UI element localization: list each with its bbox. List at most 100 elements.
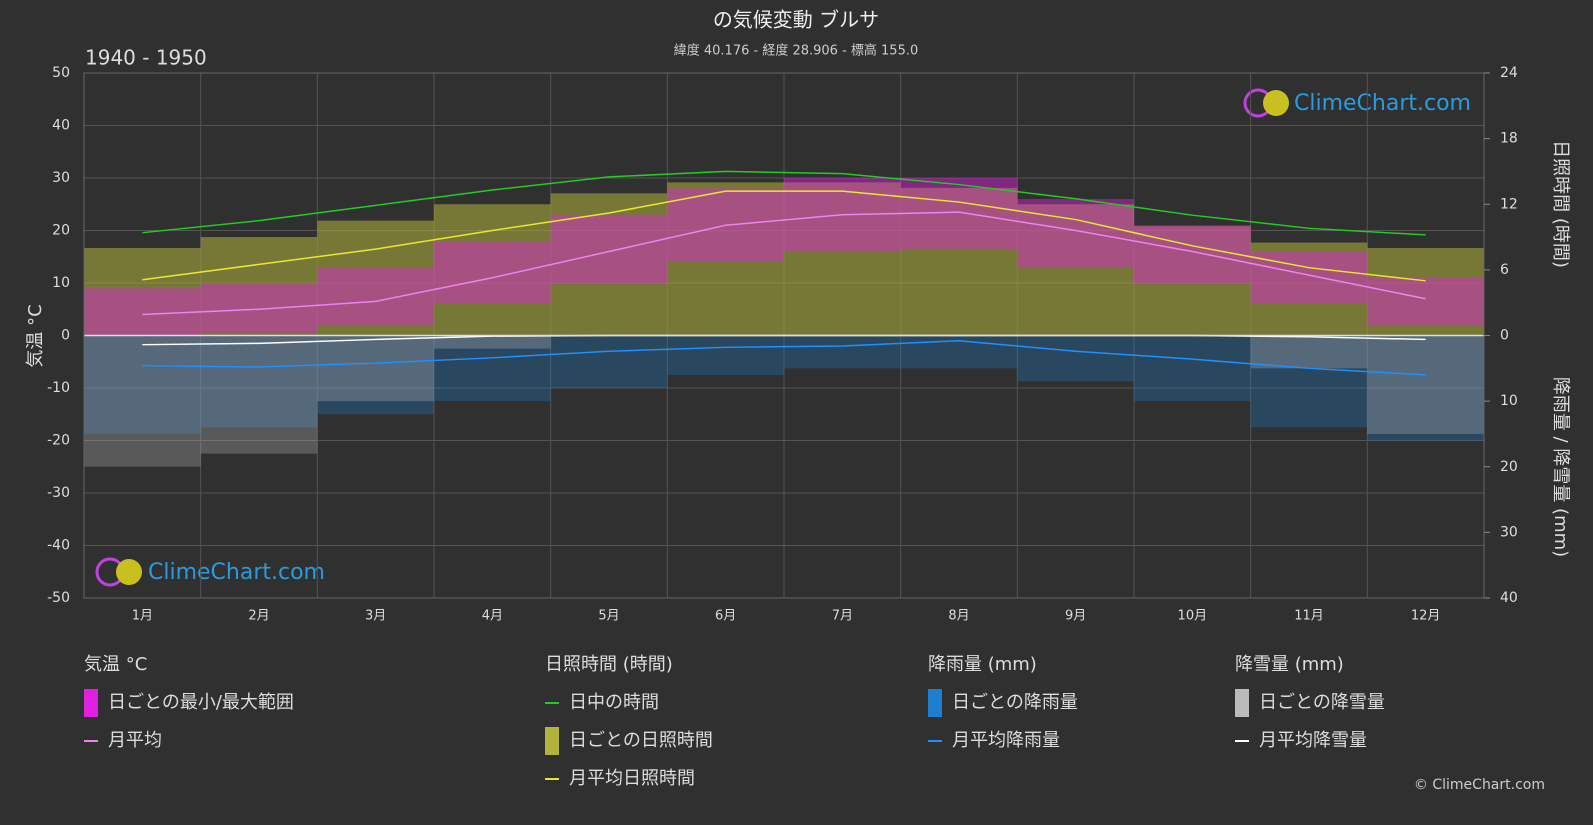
- daily-bar: [1017, 335, 1134, 382]
- y3-tick-label: 30: [1500, 524, 1518, 540]
- watermark: ClimeChart.com: [148, 560, 325, 585]
- series-line: [142, 170, 1426, 236]
- legend-title: 気温 °C: [84, 654, 147, 675]
- logo-bottom: ClimeChart.com: [95, 557, 325, 587]
- legend-label: 日ごとの降雨量: [952, 692, 1078, 713]
- y-tick-label: 50: [52, 65, 70, 81]
- legend-label: 月平均降雨量: [952, 730, 1060, 751]
- daily-bar: [200, 335, 318, 454]
- legend-label: 日ごとの降雪量: [1259, 692, 1385, 713]
- daily-bar: [434, 204, 551, 336]
- y-tick-label: 30: [52, 170, 70, 186]
- temp-range: [1134, 225, 1251, 283]
- daily-bar: [434, 335, 551, 349]
- daily-bar: [84, 248, 201, 336]
- y2-tick-label: 6: [1500, 262, 1509, 278]
- legend-label: 月平均日照時間: [569, 768, 695, 789]
- daily-bar: [1367, 248, 1484, 336]
- legend-label: 日ごとの日照時間: [569, 730, 713, 751]
- x-tick-label: 5月: [598, 609, 619, 624]
- x-tick-label: 11月: [1294, 609, 1324, 624]
- legend-title: 降雨量 (mm): [928, 654, 1037, 675]
- temp-range: [1367, 277, 1484, 325]
- y-tick-label: 0: [61, 328, 70, 344]
- daily-bar: [784, 182, 901, 336]
- y-tick-label: 20: [52, 223, 70, 239]
- temp-range: [200, 283, 318, 333]
- daily-bar: [84, 335, 201, 434]
- daily-bar: [317, 335, 434, 402]
- x-tick-label: 6月: [715, 609, 736, 624]
- legend-swatch: [545, 727, 559, 755]
- daily-bar: [200, 237, 318, 336]
- y-tick-label: 10: [52, 275, 70, 291]
- logo-top: ClimeChart.com: [1243, 88, 1471, 118]
- y3-tick-label: 10: [1500, 393, 1518, 409]
- daily-bar: [667, 182, 784, 336]
- y-tick-label: -10: [47, 380, 70, 396]
- daily-bar: [200, 335, 318, 428]
- x-tick-label: 12月: [1411, 609, 1441, 624]
- temp-range: [1017, 199, 1134, 268]
- daily-bar: [667, 335, 784, 375]
- temp-range: [550, 214, 668, 283]
- x-tick-label: 1月: [132, 609, 153, 624]
- temp-range: [317, 267, 434, 325]
- daily-bar: [1017, 204, 1134, 336]
- series-line: [142, 211, 1426, 316]
- temp-range: [434, 241, 551, 304]
- y-tick-label: -30: [47, 485, 70, 501]
- legend-title: 降雪量 (mm): [1235, 654, 1344, 675]
- y2-tick-label: 0: [1500, 328, 1509, 344]
- legend-title: 日照時間 (時間): [545, 654, 673, 675]
- daily-bar: [784, 335, 901, 369]
- temp-range: [84, 288, 201, 336]
- period: 1940 - 1950: [85, 46, 207, 70]
- daily-bar: [1250, 335, 1368, 369]
- y-tick-label: 40: [52, 118, 70, 134]
- daily-bar: [1134, 335, 1251, 402]
- legend-label: 日ごとの最小/最大範囲: [108, 692, 294, 713]
- y-tick-label: -20: [47, 433, 70, 449]
- y3-tick-label: 20: [1500, 459, 1518, 475]
- daily-bar: [434, 335, 551, 402]
- x-tick-label: 3月: [365, 609, 386, 624]
- y-axis-label: 気温 °C: [25, 304, 46, 367]
- y2-tick-label: 18: [1500, 131, 1518, 147]
- daily-bar: [550, 335, 668, 388]
- y2-axis-label: 日照時間 (時間): [1550, 140, 1571, 268]
- legend-swatch: [1235, 689, 1249, 717]
- daily-bar: [317, 220, 434, 336]
- copyright: © ClimeChart.com: [1414, 777, 1545, 793]
- y-tick-label: -40: [47, 538, 70, 554]
- watermark: ClimeChart.com: [1294, 91, 1471, 116]
- daily-bar: [84, 335, 201, 467]
- x-tick-label: 7月: [832, 609, 853, 624]
- y-tick-label: -50: [47, 590, 70, 606]
- legend-label: 月平均降雪量: [1259, 730, 1367, 751]
- legend-label: 日中の時間: [569, 692, 659, 713]
- x-tick-label: 2月: [248, 609, 269, 624]
- y3-tick-label: 40: [1500, 590, 1518, 606]
- daily-bar: [550, 193, 668, 336]
- series-line: [142, 339, 1426, 376]
- chart-subtitle: 緯度 40.176 - 経度 28.906 - 標高 155.0: [674, 43, 919, 59]
- legend-label: 月平均: [108, 730, 162, 751]
- daily-bar: [1367, 335, 1484, 434]
- plot-area: [83, 72, 1485, 599]
- daily-bar: [1367, 335, 1484, 441]
- x-tick-label: 10月: [1178, 609, 1208, 624]
- y2-tick-label: 12: [1500, 196, 1518, 212]
- chart-title: の気候変動 ブルサ: [713, 8, 879, 32]
- x-tick-label: 4月: [482, 609, 503, 624]
- daily-bar: [1250, 242, 1368, 336]
- y3-axis-label: 降雨量 / 降雪量 (mm): [1550, 377, 1571, 557]
- daily-bar: [1250, 335, 1368, 428]
- series-line: [142, 190, 1426, 282]
- x-tick-label: 9月: [1065, 609, 1086, 624]
- y2-tick-label: 24: [1500, 65, 1518, 81]
- x-tick-label: 8月: [948, 609, 969, 624]
- legend-swatch: [84, 689, 98, 717]
